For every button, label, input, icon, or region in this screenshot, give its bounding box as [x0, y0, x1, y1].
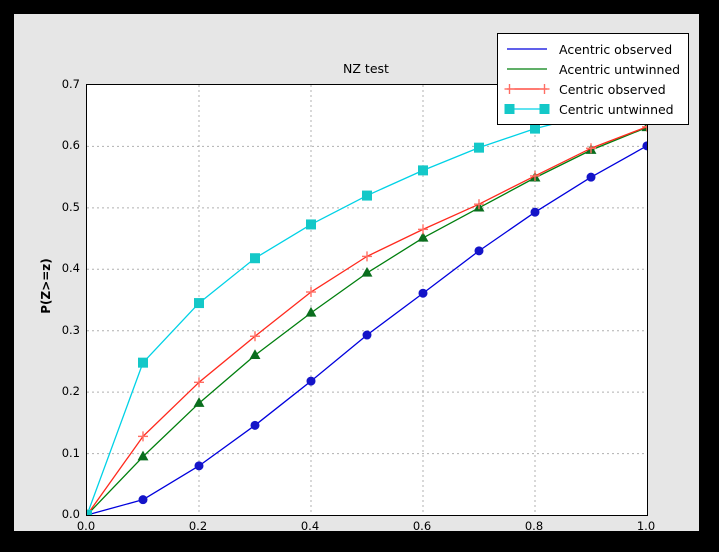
legend-swatch-plus-icon: [504, 80, 550, 98]
y-tick-label: 0.0: [61, 507, 80, 521]
legend-swatch-circle-icon: [504, 40, 550, 58]
x-tick-label: 0.8: [524, 519, 544, 533]
chart-legend: Acentric observed Acentric untwinned Centr…: [497, 33, 690, 125]
legend-label: Centric observed: [559, 81, 666, 97]
legend-swatch-square-icon: [504, 100, 550, 118]
x-tick-label: 0.0: [76, 519, 96, 533]
legend-label: Acentric untwinned: [559, 61, 681, 77]
y-tick-label: 0.1: [61, 445, 80, 460]
y-tick-label: 0.5: [61, 199, 80, 214]
legend-item: Centric observed: [504, 79, 680, 99]
x-tick-label: 1.0: [636, 519, 656, 533]
y-axis-tick-labels: 0.0 0.1 0.2 0.3 0.4 0.5 0.6 0.7: [28, 77, 80, 521]
y-tick-label: 0.7: [61, 77, 80, 91]
y-tick-label: 0.6: [61, 138, 80, 153]
plot-axes: [86, 84, 648, 516]
x-axis-tick-labels: 0.0 0.2 0.4 0.6 0.8 1.0: [77, 519, 655, 539]
legend-item: Centric untwinned: [504, 99, 680, 119]
x-tick-label: 0.4: [300, 519, 320, 533]
legend-item: Acentric observed: [504, 39, 680, 59]
x-tick-label: 0.2: [188, 519, 208, 533]
x-tick-label: 0.6: [412, 519, 432, 533]
y-tick-label: 0.4: [61, 261, 80, 276]
x-axis-label: Z: [361, 538, 371, 552]
y-tick-label: 0.2: [61, 384, 80, 399]
matplotlib-figure: NZ test P(Z>=z) Z 0.0 0.1 0.2 0.3 0.4 0.5 0.6 0…: [14, 14, 699, 552]
y-tick-label: 0.3: [61, 322, 80, 337]
legend-item: Acentric untwinned: [504, 59, 680, 79]
plot-canvas: [87, 85, 647, 515]
chart-title: NZ test: [343, 61, 389, 76]
legend-label: Acentric observed: [559, 41, 673, 57]
legend-swatch-triangle-icon: [504, 60, 550, 78]
legend-label: Centric untwinned: [559, 101, 674, 117]
